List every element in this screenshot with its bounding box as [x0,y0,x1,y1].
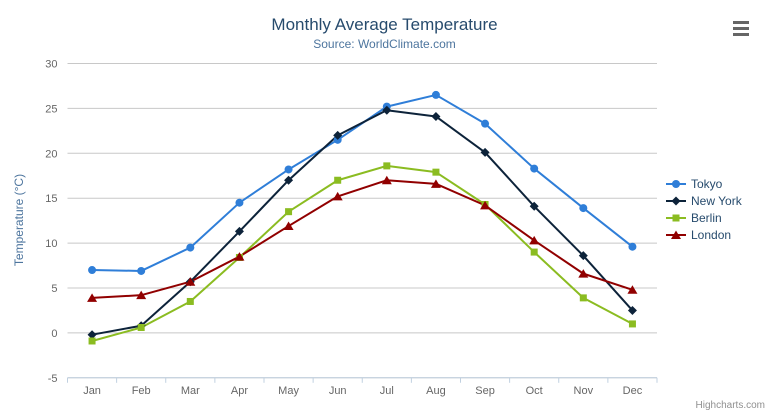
legend: Tokyo New York Berlin London [666,176,742,244]
marker-diamond-icon [87,330,97,340]
y-axis-tick-label: 30 [45,59,57,71]
marker-triangle-icon [185,277,196,286]
marker-triangle-icon [381,175,392,185]
marker-diamond-icon [578,251,588,261]
marker-diamond-icon [627,305,637,315]
x-axis-tick-label: Jan [83,385,101,397]
legend-circle-icon [666,179,686,188]
marker-triangle-icon [87,293,98,302]
x-axis-tick-label: Oct [526,385,543,397]
marker-square-icon [285,208,293,216]
marker-diamond-icon [284,175,294,185]
marker-circle-icon [628,242,637,251]
series-line-berlin[interactable] [91,164,634,342]
marker-triangle-icon [529,235,540,245]
x-axis-tick-label: Dec [623,385,643,397]
marker-circle-icon [530,164,539,173]
marker-square-icon [137,324,145,332]
chart-subtitle: Source: WorldClimate.com [313,37,456,51]
marker-diamond-icon [480,147,490,157]
marker-diamond-icon [529,201,539,211]
series-line-london[interactable] [91,179,634,299]
legend-label: New York [691,193,742,208]
marker-circle-icon [137,266,146,275]
marker-diamond-icon [333,130,343,140]
marker-square-icon [88,337,96,345]
marker-triangle-icon [136,290,147,300]
marker-triangle-icon [578,269,589,278]
marker-square-icon [628,320,636,328]
legend-square-icon [666,214,686,221]
series-line-tokyo[interactable] [91,93,634,272]
hamburger-menu-icon [733,21,749,24]
legend-item-berlin[interactable]: Berlin [666,210,742,225]
marker-diamond-icon [382,105,392,115]
marker-square-icon [186,297,194,305]
x-axis-tick-label: Nov [574,385,594,397]
y-axis-tick-label: -5 [48,373,58,385]
legend-item-tokyo[interactable]: Tokyo [666,176,742,191]
marker-triangle-icon [283,221,294,231]
x-axis-tick-label: Sep [475,385,495,397]
marker-square-icon [579,294,587,302]
marker-square-icon [334,176,342,184]
marker-circle-icon [481,119,490,128]
hamburger-menu-icon [733,33,749,36]
marker-circle-icon [88,266,97,275]
marker-circle-icon [431,90,440,99]
legend-label: Tokyo [691,176,723,191]
x-axis-tick-label: Aug [426,385,446,397]
legend-item-new-york[interactable]: New York [666,193,742,208]
marker-square-icon [432,168,440,176]
marker-triangle-icon [234,252,245,261]
y-axis-tick-label: 15 [45,193,57,205]
series-line-new-york[interactable] [91,109,634,336]
legend-item-london[interactable]: London [666,227,742,242]
x-axis-tick-label: Apr [231,385,248,397]
marker-diamond-icon [671,196,681,205]
x-axis-tick-label: Mar [181,385,200,397]
x-axis-tick-label: Jul [380,385,394,397]
marker-circle-icon [235,198,244,207]
marker-triangle-icon [430,179,441,188]
y-axis-tick-label: 25 [45,103,57,115]
y-axis-tick-label: 20 [45,148,57,160]
legend-label: Berlin [691,210,722,225]
marker-square-icon [383,162,391,170]
marker-square-icon [672,214,680,221]
marker-circle-icon [672,179,680,188]
marker-square-icon [530,248,538,256]
legend-triangle-icon [666,230,686,239]
marker-circle-icon [186,243,195,252]
y-axis-tick-label: 10 [45,238,57,250]
x-axis-tick-label: Feb [132,385,151,397]
marker-circle-icon [284,165,293,174]
legend-label: London [691,227,732,242]
hamburger-menu-icon [733,27,749,30]
marker-diamond-icon [234,226,244,236]
x-axis-tick-label: May [278,385,299,397]
legend-diamond-icon [666,196,686,205]
x-axis-tick-label: Jun [329,385,347,397]
context-menu-button[interactable] [733,21,749,36]
credits-link[interactable]: Highcharts.com [695,400,765,411]
marker-diamond-icon [431,111,441,121]
chart-title: Monthly Average Temperature [271,15,498,34]
marker-circle-icon [579,204,588,213]
y-axis-tick-label: 5 [51,283,57,295]
y-axis-tick-label: 0 [51,328,57,340]
marker-triangle-icon [671,230,681,239]
marker-triangle-icon [480,200,491,210]
marker-triangle-icon [627,285,638,294]
marker-triangle-icon [332,191,343,201]
